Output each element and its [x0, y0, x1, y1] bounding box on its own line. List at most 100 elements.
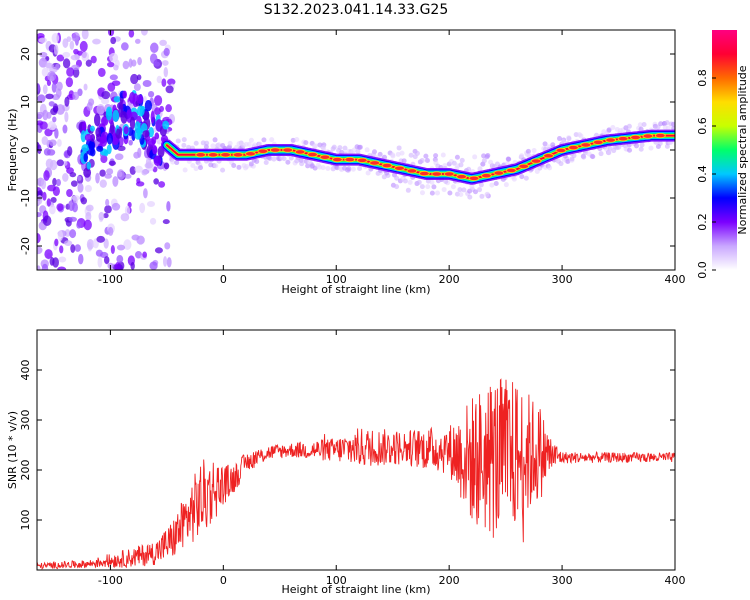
snr-ytick-label: 100 [19, 510, 32, 531]
spectrogram-noise-blob [167, 78, 176, 86]
spectrogram-noise-blob [101, 97, 110, 105]
spectrogram-halo-blob [365, 170, 371, 176]
spectrogram-halo-blob [607, 145, 613, 151]
spectrogram-halo-blob [598, 151, 604, 157]
spectrogram-noise-blob [130, 73, 139, 85]
spectrogram-noise-blob [103, 238, 109, 249]
spectrogram-halo-blob [627, 147, 633, 153]
spectrogram-noise-blob [62, 173, 69, 182]
spectrogram-peak [654, 133, 666, 139]
spectrogram-halo-blob [578, 133, 584, 139]
spectrogram-noise-blob [70, 244, 76, 253]
spectrogram-noise-blob [45, 158, 54, 169]
colorbar-tick-label: 0.8 [696, 69, 709, 87]
spectrogram-noise-blob [37, 120, 44, 126]
spectrogram-noise-blob [38, 37, 48, 43]
spectrogram-peak [555, 147, 567, 154]
spectrogram-cloud-blob [150, 110, 155, 124]
spectrogram-halo-blob [190, 162, 196, 168]
spectrogram-noise-blob [40, 178, 47, 190]
spectrogram-peak [220, 152, 231, 158]
spectrogram-halo-blob [581, 154, 587, 160]
spectrogram-peak [505, 167, 517, 173]
spectrogram-noise-blob [165, 85, 174, 94]
spectrogram-noise-blob [146, 200, 156, 207]
spectrogram-noise-blob [104, 205, 112, 214]
spectrogram-halo-blob [394, 175, 400, 181]
spectrogram-noise-blob [161, 60, 169, 66]
spectrogram-peak [605, 137, 617, 143]
snr-ylabel: SNR (10 * v/v) [6, 411, 19, 489]
spectrogram-noise-blob [121, 42, 129, 51]
spectrogram-peak [282, 147, 294, 153]
spectrogram-noise-blob [101, 90, 111, 100]
spectrogram-halo-blob [556, 136, 562, 142]
spectrogram-cloud-blob [89, 148, 96, 157]
spectrogram-noise-blob [52, 257, 59, 268]
spectrogram-peak [394, 165, 405, 171]
spectrogram-halo-blob [193, 166, 199, 172]
snr-xtick-label: 0 [220, 574, 227, 587]
spectrogram-halo-blob [648, 145, 654, 151]
spectrogram-noise-blob [64, 111, 69, 123]
spectrogram-noise-blob [62, 160, 68, 166]
spectrogram-halo-blob [626, 123, 632, 129]
spectrogram-noise-blob [166, 200, 171, 212]
spectrogram-cloud-blob [83, 167, 92, 178]
spectrogram-halo-blob [269, 137, 275, 143]
spectrogram-noise-blob [142, 95, 147, 103]
spectrogram-noise-blob [162, 219, 170, 225]
spectrogram-halo-blob [542, 141, 548, 147]
spectrogram-halo-blob [560, 139, 566, 145]
spectrogram-noise-blob [78, 253, 84, 265]
spectrogram-noise-blob [57, 266, 67, 270]
spectrogram-noise-blob [47, 70, 57, 82]
spectrogram-noise-blob [48, 139, 57, 147]
spectrogram-cloud-blob [153, 155, 162, 167]
spectrogram-halo-blob [213, 163, 219, 169]
spectrogram-halo-blob [357, 144, 363, 150]
spectrogram-halo-blob [489, 182, 495, 188]
spectrogram-noise-blob [143, 188, 148, 199]
spectrogram-noise-blob [45, 93, 54, 100]
spectrogram-halo-blob [469, 183, 475, 189]
spectrogram-noise-blob [62, 124, 68, 134]
spectrogram-cloud-blob [82, 121, 87, 133]
spectrogram-noise-blob [116, 255, 124, 264]
spectrogram-noise-blob [92, 38, 101, 45]
spectrogram-peak [245, 151, 256, 157]
spectrogram-noise-blob [51, 82, 57, 93]
spectrogram-noise-blob [42, 84, 48, 95]
spectrogram-halo-blob [212, 137, 218, 143]
spectrogram-halo-blob [531, 148, 537, 154]
spectrogram-halo-blob [655, 143, 661, 149]
spectrogram-halo-blob [443, 179, 449, 185]
spectrogram-noise-blob [97, 256, 103, 268]
spectrogram-peak [307, 151, 318, 158]
spectrogram-peak [530, 158, 542, 164]
spectrogram-noise-blob [69, 172, 77, 178]
spectrogram-halo-blob [425, 184, 431, 190]
spectrogram-peak [493, 170, 505, 176]
spectrogram-noise-blob [90, 55, 97, 64]
spectrogram-peak [269, 147, 281, 153]
spectrogram-halo-blob [484, 192, 490, 198]
spectrogram-cloud-blob [142, 130, 150, 138]
spectrogram-cloud-blob [147, 138, 156, 147]
spectrogram-noise-blob [54, 128, 59, 139]
spectrogram-noise-blob [107, 30, 115, 37]
spectrogram-noise-blob [124, 173, 132, 179]
spectrogram-halo-blob [294, 137, 300, 143]
spectrogram-cloud-blob [81, 144, 90, 152]
spectrogram-noise-blob [128, 30, 135, 38]
spectrogram-noise-blob [154, 107, 161, 116]
spectrogram-peak [207, 152, 219, 158]
spectrogram-xlabel: Height of straight line (km) [281, 283, 430, 296]
spectrogram-halo-blob [394, 184, 400, 190]
spectrogram-halo-blob [565, 158, 571, 164]
spectrogram-halo-blob [181, 142, 187, 148]
spectrogram-noise-blob [77, 175, 82, 181]
spectrogram-noise-blob [68, 200, 75, 212]
spectrogram-noise-blob [163, 66, 169, 78]
spectrogram-xtick-label: 400 [665, 273, 686, 286]
